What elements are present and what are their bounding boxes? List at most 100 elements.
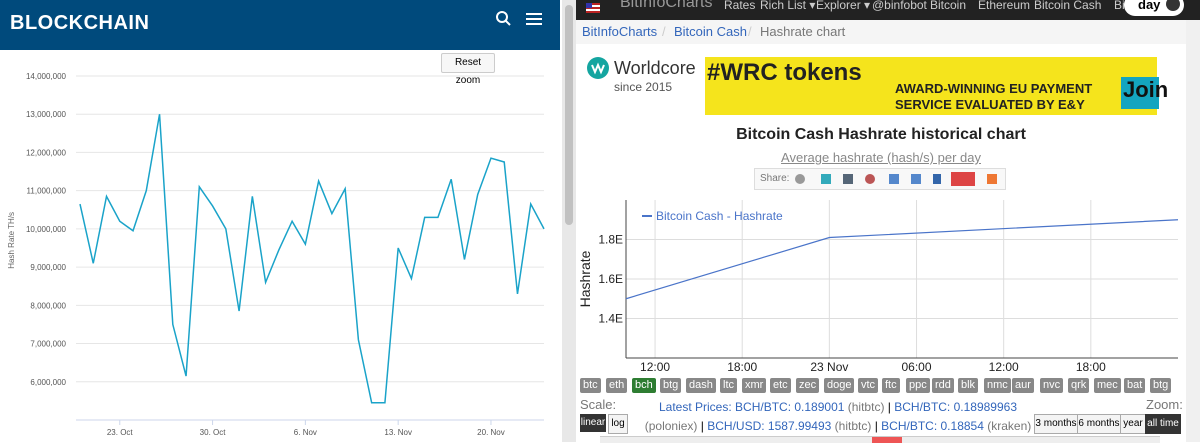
x-tick-label: 06:00 — [902, 360, 932, 374]
y-tick-label: 6,000,000 — [30, 378, 66, 387]
coin-tag[interactable]: zec — [796, 378, 820, 393]
nav-link[interactable]: @binfobot — [872, 0, 927, 12]
coin-tag[interactable]: aur — [1012, 378, 1034, 393]
coin-tag[interactable]: nvc — [1040, 378, 1064, 393]
coin-tag[interactable]: blk — [958, 378, 979, 393]
nav-link[interactable]: Explorer ▾ — [816, 0, 871, 12]
price[interactable]: BCH/BTC: 0.189001 — [735, 400, 845, 414]
ad-brand[interactable]: Worldcore — [614, 58, 696, 78]
exchange: (poloniex) — [644, 419, 698, 433]
ad-text: AWARD-WINNING EU PAYMENT — [895, 81, 1093, 96]
crumb[interactable]: BitInfoCharts — [582, 24, 658, 39]
zoom-button[interactable]: 6 months — [1077, 414, 1121, 434]
flag[interactable] — [586, 3, 600, 13]
y-tick-label: 14,000,000 — [26, 72, 67, 81]
scrollbar — [1186, 20, 1200, 442]
coin-tag[interactable]: doge — [824, 378, 855, 393]
price[interactable]: BCH/BTC: 0.18854 — [881, 419, 984, 433]
data-line — [625, 219, 1179, 300]
ad-cta[interactable]: Join — [1121, 77, 1168, 109]
y-axis-label: Hash Rate TH/s — [7, 212, 16, 269]
exchange: (hitbtc) — [834, 419, 872, 433]
reset-zoom-button[interactable]: Reset zoom — [441, 53, 495, 86]
bch-hashrate-chart: 1.4E 1.6E 1.8E 12:00 18:00 23 Nov 06:00 12:00 18… — [577, 200, 1179, 374]
y-tick-label: 7,000,000 — [30, 340, 66, 349]
separator: | — [874, 419, 878, 433]
nav-link[interactable]: Rates — [724, 0, 756, 12]
x-tick-label: 6. Nov — [294, 428, 317, 437]
zoom-button[interactable]: year — [1120, 414, 1146, 434]
crumb-sep: / — [748, 24, 752, 39]
coin-tag[interactable]: btc — [580, 378, 601, 393]
x-tick-label: 12:00 — [640, 360, 670, 374]
chart-title: Bitcoin Cash Hashrate historical chart — [736, 126, 1026, 143]
y-tick-label: 8,000,000 — [30, 301, 66, 310]
ad-since: since 2015 — [614, 80, 673, 94]
crumb-sep: / — [662, 24, 666, 39]
toggle-knob — [1166, 0, 1180, 11]
x-tick-label: 12:00 — [989, 360, 1019, 374]
nav-link[interactable]: Ethereum — [978, 0, 1031, 12]
coin-tag[interactable]: ltc — [720, 378, 737, 393]
coin-tag[interactable]: bat — [1124, 378, 1146, 393]
breadcrumbs: BitInfoCharts / Bitcoin Cash / Hashrate … — [576, 20, 1186, 44]
scale-linear[interactable]: linear — [580, 414, 606, 432]
y-tick-label: 11,000,000 — [27, 187, 67, 196]
coin-tag[interactable]: vtc — [858, 378, 879, 393]
logo[interactable]: BLOCKCHAIN — [10, 12, 150, 34]
top-nav: BitInfoCharts Rates Rich List ▾ Explorer… — [576, 0, 1200, 20]
scale-label: Scale: — [580, 397, 617, 412]
y-tick-label: 9,000,000 — [30, 263, 66, 272]
separator: | — [700, 419, 704, 433]
scale-log[interactable]: log — [608, 414, 628, 434]
x-tick-label: 23 Nov — [810, 360, 848, 374]
prices-label: Latest Prices: — [658, 400, 732, 414]
zoom-button[interactable]: 3 months — [1034, 414, 1078, 434]
y-tick-label: 10,000,000 — [26, 225, 67, 234]
y-tick-label: 13,000,000 — [26, 110, 67, 119]
zoom-label: Zoom: — [1146, 397, 1183, 412]
site-name[interactable]: BitInfoCharts — [620, 0, 713, 11]
crumb[interactable]: Bitcoin Cash — [674, 24, 747, 39]
coin-tag[interactable]: nmc — [984, 378, 1011, 393]
header-bar — [0, 0, 560, 50]
share-label: Share: — [760, 173, 790, 184]
price[interactable]: BCH/BTC: 0.18989963 — [894, 400, 1018, 414]
coin-tag[interactable]: btg — [660, 378, 682, 393]
data-line — [79, 114, 545, 404]
zoom-button-active[interactable]: all time — [1145, 414, 1181, 434]
coin-tag[interactable]: ppc — [906, 378, 930, 393]
toggle-label[interactable]: day — [1138, 0, 1161, 12]
x-tick-label: 18:00 — [1076, 360, 1106, 374]
coin-tag[interactable]: etc — [770, 378, 791, 393]
exchange: (kraken) — [987, 419, 1032, 433]
hashrate-chart: 6,000,000 7,000,000 8,000,000 9,000,000 10,0… — [7, 72, 545, 437]
nav-link[interactable]: Bitcoin Cash — [1034, 0, 1102, 12]
coin-tag[interactable]: mec — [1094, 378, 1121, 393]
coin-tag[interactable]: xmr — [742, 378, 767, 393]
coin-tag[interactable]: rdd — [932, 378, 954, 393]
x-tick-label: 30. Oct — [200, 428, 227, 437]
coin-tag[interactable]: ftc — [882, 378, 900, 393]
y-tick-label: 1.8E — [598, 233, 623, 247]
y-tick-label: 1.4E — [598, 312, 623, 326]
x-tick-label: 23. Oct — [107, 428, 134, 437]
header-icons[interactable] — [494, 10, 554, 30]
scroll-thumb[interactable] — [565, 5, 573, 225]
coin-tag[interactable]: btg — [1150, 378, 1172, 393]
x-tick-label: 13. Nov — [384, 428, 412, 437]
exchange: (hitbtc) — [847, 400, 885, 414]
y-axis-label: Hashrate — [577, 250, 593, 307]
coin-tag[interactable]: eth — [606, 378, 628, 393]
coin-tag[interactable]: qrk — [1068, 378, 1090, 393]
share-icons[interactable] — [793, 172, 1003, 186]
nav-link[interactable]: Rich List ▾ — [760, 0, 816, 12]
x-tick-label: 18:00 — [727, 360, 757, 374]
coin-tag[interactable]: dash — [686, 378, 716, 393]
coin-tag-active[interactable]: bch — [632, 378, 656, 393]
price[interactable]: BCH/USD: 1587.99493 — [707, 419, 832, 433]
ad-headline: #WRC tokens — [707, 59, 862, 86]
ad-banner[interactable]: #WRC tokens AWARD-WINNING EU PAYMENT SER… — [705, 57, 1168, 115]
nav-link[interactable]: Bitcoin — [930, 0, 967, 12]
